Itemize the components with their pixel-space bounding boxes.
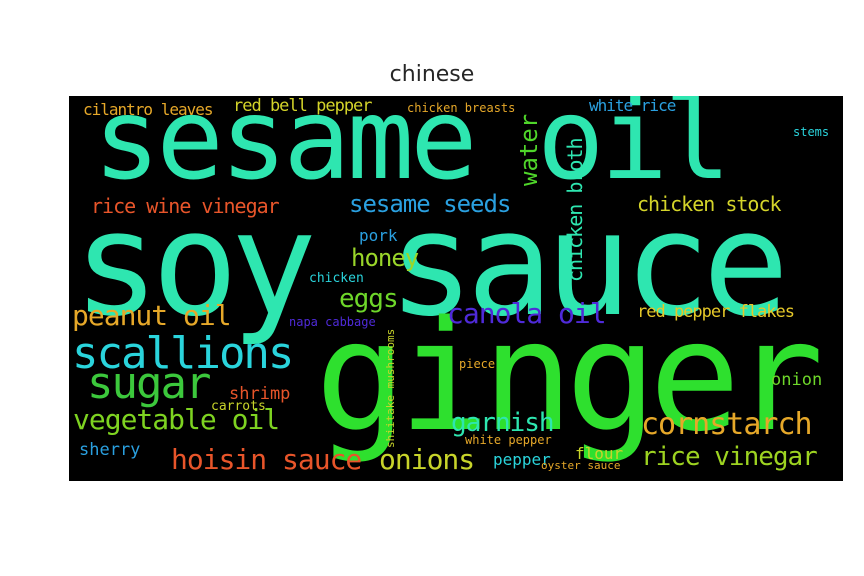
word-napa-cabbage: napa cabbage — [289, 315, 376, 329]
word-rice-wine-vinegar: rice wine vinegar — [91, 194, 280, 218]
word-shiitake-mushrooms: shiitake mushrooms — [384, 328, 397, 448]
word-sesame-seeds: sesame seeds — [349, 190, 511, 218]
word-chicken-broth: chicken broth — [563, 138, 587, 282]
word-red-pepper-flakes: red pepper flakes — [637, 302, 795, 322]
word-white-pepper: white pepper — [465, 433, 552, 447]
word-pepper: pepper — [493, 450, 551, 469]
word-cornstarch: cornstarch — [641, 407, 813, 442]
word-eggs: eggs — [339, 284, 399, 314]
word-sugar: sugar — [87, 358, 211, 409]
word-sherry: sherry — [79, 440, 141, 460]
word-peanut-oil: peanut oil — [72, 299, 232, 332]
word-scallions: scallions — [72, 328, 294, 379]
word-cloud: sesame oil soy sauce ginger scallions su… — [69, 96, 843, 481]
word-red-bell-pepper: red bell pepper — [233, 96, 373, 116]
word-ginger: ginger — [315, 288, 824, 465]
word-rice-vinegar: rice vinegar — [641, 442, 818, 472]
word-onions: onions — [379, 443, 475, 476]
word-canola-oil: canola oil — [447, 297, 607, 330]
word-hoisin-sauce: hoisin sauce — [171, 443, 362, 476]
word-soy-sauce: soy sauce — [73, 180, 789, 348]
word-honey: honey — [351, 244, 419, 272]
word-stems: stems — [793, 125, 830, 139]
word-garnish: garnish — [451, 408, 555, 438]
word-carrots: carrots — [211, 399, 266, 414]
word-sesame-oil: sesame oil — [93, 96, 731, 205]
word-oyster-sauce: oyster sauce — [541, 459, 621, 472]
word-chicken-breasts: chicken breasts — [407, 101, 516, 115]
word-white-rice: white rice — [589, 96, 676, 115]
word-piece: piece — [459, 357, 496, 371]
word-chicken-stock: chicken stock — [637, 192, 782, 216]
word-onion: onion — [771, 370, 823, 390]
word-pork: pork — [359, 226, 398, 245]
word-chicken: chicken — [309, 271, 364, 286]
word-cilantro-leaves: cilantro leaves — [83, 100, 213, 119]
word-water: water — [515, 113, 543, 186]
word-shrimp: shrimp — [229, 384, 291, 404]
word-vegetable-oil: vegetable oil — [73, 403, 280, 436]
word-flour: flour — [575, 444, 624, 463]
chart-title: chinese — [389, 62, 475, 87]
